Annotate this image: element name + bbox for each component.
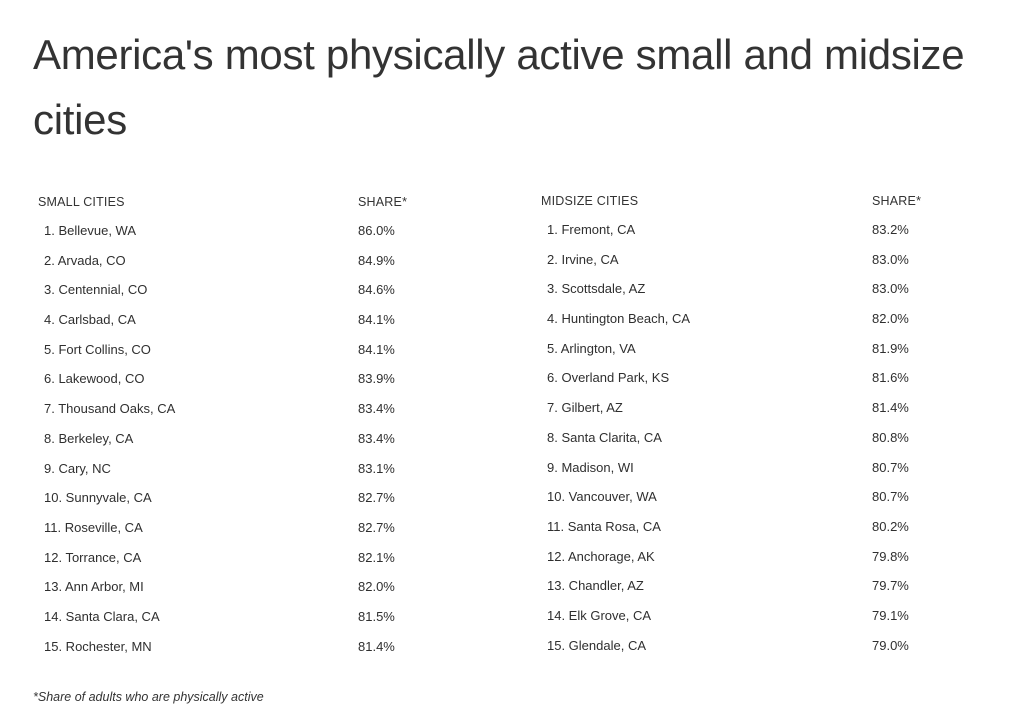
share-cell: 83.2% <box>872 222 909 237</box>
share-cell: 80.7% <box>872 489 909 505</box>
city-cell: 8. Berkeley, CA <box>44 430 134 446</box>
city-cell: 3. Centennial, CO <box>44 282 148 298</box>
city-cell: 1. Bellevue, WA <box>44 223 137 238</box>
share-cell: 80.7% <box>872 459 909 475</box>
share-cell: 79.1% <box>872 607 909 623</box>
city-cell: 9. Cary, NC <box>44 460 111 476</box>
city-cell: 7. Thousand Oaks, CA <box>44 401 176 417</box>
share-cell: 83.0% <box>872 281 909 297</box>
share-cell: 83.9% <box>358 371 395 387</box>
share-cell: 82.7% <box>358 490 395 506</box>
city-cell: 5. Fort Collins, CO <box>44 341 151 357</box>
city-cell: 6. Lakewood, CO <box>44 371 145 387</box>
city-cell: 4. Huntington Beach, CA <box>547 311 691 327</box>
share-cell: 80.2% <box>872 518 909 534</box>
share-cell: 81.6% <box>872 370 909 386</box>
city-cell: 5. Arlington, VA <box>547 340 636 356</box>
city-cell: 12. Anchorage, AK <box>547 548 655 564</box>
share-cell: 82.1% <box>358 549 395 565</box>
city-cell: 15. Rochester, MN <box>44 638 152 654</box>
city-cell: 2. Irvine, CA <box>547 251 619 267</box>
share-cell: 84.1% <box>358 341 395 357</box>
share-cell: 84.9% <box>358 252 395 268</box>
city-cell: 12. Torrance, CA <box>44 549 142 565</box>
city-cell: 1. Fremont, CA <box>547 222 636 237</box>
city-cell: 7. Gilbert, AZ <box>547 400 623 416</box>
city-cell: 8. Santa Clarita, CA <box>547 429 662 445</box>
share-cell: 86.0% <box>358 223 395 238</box>
share-cell: 82.7% <box>358 519 395 535</box>
share-cell: 81.9% <box>872 340 909 356</box>
share-cell: 82.0% <box>872 311 909 327</box>
footnote: *Share of adults who are physically acti… <box>33 690 264 704</box>
city-cell: 4. Carlsbad, CA <box>44 312 136 328</box>
column-header-city: SMALL CITIES <box>38 195 125 209</box>
city-cell: 15. Glendale, CA <box>547 637 647 653</box>
share-cell: 83.0% <box>872 251 909 267</box>
city-cell: 3. Scottsdale, AZ <box>547 281 646 297</box>
city-cell: 13. Ann Arbor, MI <box>44 579 144 595</box>
share-cell: 79.8% <box>872 548 909 564</box>
city-cell: 14. Santa Clara, CA <box>44 608 160 624</box>
share-cell: 81.4% <box>872 400 909 416</box>
city-cell: 10. Sunnyvale, CA <box>44 490 152 506</box>
city-cell: 11. Santa Rosa, CA <box>547 518 661 534</box>
share-cell: 81.4% <box>358 638 395 654</box>
share-cell: 80.8% <box>872 429 909 445</box>
share-cell: 81.5% <box>358 608 395 624</box>
city-cell: 10. Vancouver, WA <box>547 489 657 505</box>
share-cell: 84.6% <box>358 282 395 298</box>
share-cell: 83.4% <box>358 430 395 446</box>
page-title: America's most physically active small a… <box>33 31 965 143</box>
column-header-share: SHARE* <box>872 194 922 208</box>
city-cell: 13. Chandler, AZ <box>547 578 644 594</box>
column-header-city: MIDSIZE CITIES <box>541 194 639 208</box>
share-cell: 83.4% <box>358 401 395 417</box>
share-cell: 79.7% <box>872 578 909 594</box>
share-cell: 82.0% <box>358 579 395 595</box>
share-cell: 84.1% <box>358 312 395 328</box>
share-cell: 79.0% <box>872 637 909 653</box>
city-cell: 9. Madison, WI <box>547 459 634 475</box>
city-cell: 2. Arvada, CO <box>44 252 126 268</box>
city-cell: 11. Roseville, CA <box>44 519 143 535</box>
share-cell: 83.1% <box>358 460 395 476</box>
column-header-share: SHARE* <box>358 195 408 209</box>
city-cell: 14. Elk Grove, CA <box>547 607 652 623</box>
city-cell: 6. Overland Park, KS <box>547 370 670 386</box>
